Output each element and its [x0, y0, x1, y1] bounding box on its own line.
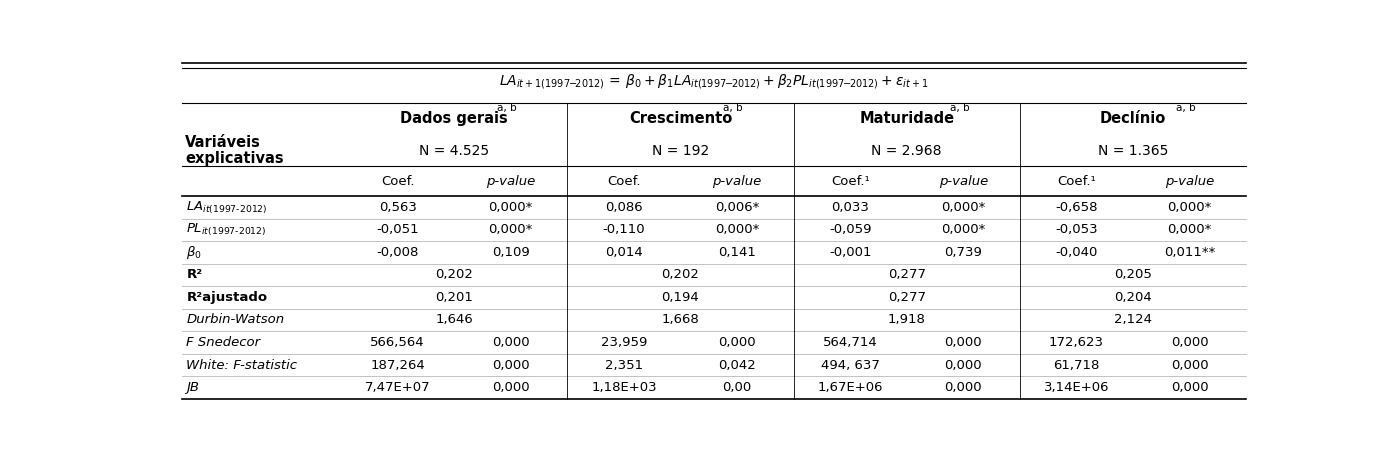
Text: -0,008: -0,008 — [376, 246, 419, 259]
Text: 0,202: 0,202 — [662, 268, 699, 281]
Text: Coef.: Coef. — [608, 175, 641, 188]
Text: N = 1.365: N = 1.365 — [1099, 144, 1168, 158]
Text: 0,00: 0,00 — [723, 381, 752, 394]
Text: 0,563: 0,563 — [379, 201, 416, 214]
Text: 1,67E+06: 1,67E+06 — [817, 381, 884, 394]
Text: 0,000: 0,000 — [492, 359, 530, 371]
Text: 0,000: 0,000 — [492, 336, 530, 349]
Text: 0,011**: 0,011** — [1164, 246, 1215, 259]
Text: 0,000: 0,000 — [718, 336, 756, 349]
Text: Coef.¹: Coef.¹ — [831, 175, 870, 188]
Text: 0,202: 0,202 — [436, 268, 473, 281]
Text: Dados gerais: Dados gerais — [401, 111, 508, 126]
Text: -0,040: -0,040 — [1056, 246, 1097, 259]
Text: N = 192: N = 192 — [652, 144, 709, 158]
Text: 2,124: 2,124 — [1114, 313, 1153, 326]
Text: 0,000: 0,000 — [945, 359, 982, 371]
Text: 0,042: 0,042 — [718, 359, 756, 371]
Text: Durbin-Watson: Durbin-Watson — [186, 313, 284, 326]
Text: a, b: a, b — [950, 104, 970, 114]
Text: 1,646: 1,646 — [436, 313, 473, 326]
Text: 0,201: 0,201 — [436, 291, 473, 304]
Text: 0,033: 0,033 — [831, 201, 870, 214]
Text: -0,110: -0,110 — [602, 223, 645, 237]
Text: 564,714: 564,714 — [822, 336, 878, 349]
Text: 61,718: 61,718 — [1053, 359, 1100, 371]
Text: Coef.: Coef. — [381, 175, 415, 188]
Text: 0,000: 0,000 — [1171, 381, 1208, 394]
Text: 1,668: 1,668 — [662, 313, 699, 326]
Text: 7,47E+07: 7,47E+07 — [365, 381, 430, 394]
Text: White: F-statistic: White: F-statistic — [186, 359, 297, 371]
Text: 494, 637: 494, 637 — [821, 359, 879, 371]
Text: 23,959: 23,959 — [601, 336, 648, 349]
Text: JB: JB — [186, 381, 200, 394]
Text: 0,205: 0,205 — [1114, 268, 1153, 281]
Text: $\it{PL}_{it(1997\text{-}2012)}$: $\it{PL}_{it(1997\text{-}2012)}$ — [186, 222, 266, 238]
Text: 0,006*: 0,006* — [714, 201, 759, 214]
Text: N = 2.968: N = 2.968 — [871, 144, 942, 158]
Text: R²ajustado: R²ajustado — [186, 291, 268, 304]
Text: Declínio: Declínio — [1100, 111, 1166, 126]
Text: 1,18E+03: 1,18E+03 — [591, 381, 656, 394]
Text: 566,564: 566,564 — [370, 336, 424, 349]
Text: 0,194: 0,194 — [662, 291, 699, 304]
Text: -0,051: -0,051 — [376, 223, 419, 237]
Text: 0,014: 0,014 — [605, 246, 642, 259]
Text: -0,001: -0,001 — [829, 246, 871, 259]
Text: p-value: p-value — [713, 175, 761, 188]
Text: $\it{LA}_{it+1(1997\!\!-\!\!2012)}$$\,=\,\beta_0 + \beta_1\it{LA}_{it(1997\!\!-\: $\it{LA}_{it+1(1997\!\!-\!\!2012)}$$\,=\… — [499, 72, 929, 91]
Text: p-value: p-value — [485, 175, 535, 188]
Text: 0,000*: 0,000* — [942, 201, 986, 214]
Text: a, b: a, b — [724, 104, 743, 114]
Text: 172,623: 172,623 — [1049, 336, 1104, 349]
Text: p-value: p-value — [939, 175, 988, 188]
Text: 0,000*: 0,000* — [488, 223, 533, 237]
Text: 0,000: 0,000 — [945, 381, 982, 394]
Text: $\it{LA}_{it(1997\text{-}2012)}$: $\it{LA}_{it(1997\text{-}2012)}$ — [186, 199, 268, 216]
Text: Maturidade: Maturidade — [859, 111, 954, 126]
Text: Crescimento: Crescimento — [628, 111, 732, 126]
Text: 0,000*: 0,000* — [714, 223, 759, 237]
Text: Coef.¹: Coef.¹ — [1057, 175, 1096, 188]
Text: 187,264: 187,264 — [370, 359, 424, 371]
Text: a, b: a, b — [1176, 104, 1196, 114]
Text: explicativas: explicativas — [186, 151, 284, 166]
Text: R²: R² — [186, 268, 203, 281]
Text: 0,277: 0,277 — [888, 291, 925, 304]
Text: 0,086: 0,086 — [605, 201, 642, 214]
Text: 0,277: 0,277 — [888, 268, 925, 281]
Text: 0,000*: 0,000* — [942, 223, 986, 237]
Text: 2,351: 2,351 — [605, 359, 644, 371]
Text: p-value: p-value — [1165, 175, 1214, 188]
Text: 0,141: 0,141 — [718, 246, 756, 259]
Text: 0,739: 0,739 — [945, 246, 982, 259]
Text: Variáveis: Variáveis — [186, 135, 261, 150]
Text: 3,14E+06: 3,14E+06 — [1043, 381, 1110, 394]
Text: 0,000: 0,000 — [1171, 336, 1208, 349]
Text: 1,918: 1,918 — [888, 313, 925, 326]
Text: -0,053: -0,053 — [1056, 223, 1097, 237]
Text: 0,000*: 0,000* — [1168, 201, 1212, 214]
Text: -0,059: -0,059 — [829, 223, 871, 237]
Text: a, b: a, b — [497, 104, 517, 114]
Text: 0,000: 0,000 — [492, 381, 530, 394]
Text: 0,000*: 0,000* — [1168, 223, 1212, 237]
Text: 0,204: 0,204 — [1114, 291, 1151, 304]
Text: 0,000: 0,000 — [945, 336, 982, 349]
Text: 0,000: 0,000 — [1171, 359, 1208, 371]
Text: -0,658: -0,658 — [1056, 201, 1097, 214]
Text: N = 4.525: N = 4.525 — [419, 144, 490, 158]
Text: 0,000*: 0,000* — [488, 201, 533, 214]
Text: 0,109: 0,109 — [492, 246, 530, 259]
Text: $\it{\beta}_0$: $\it{\beta}_0$ — [186, 244, 203, 261]
Text: F Snedecor: F Snedecor — [186, 336, 261, 349]
